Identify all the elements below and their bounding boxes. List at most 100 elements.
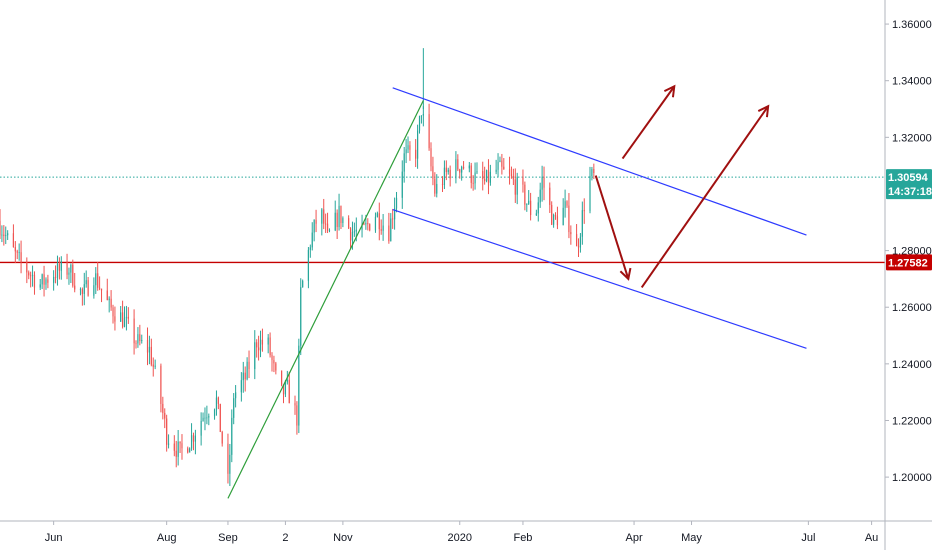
candle-up <box>215 397 218 410</box>
candle-down <box>554 215 557 217</box>
candle-down <box>30 275 32 277</box>
candle-down <box>173 443 175 451</box>
candle-up <box>468 165 470 169</box>
price-axis[interactable]: 1.36000 1.34000 1.32000 1.28000 1.26000 1.240… <box>884 0 932 550</box>
candle-up <box>60 261 62 271</box>
price-tick-label: 1.32000 <box>892 132 932 144</box>
candle-up <box>123 317 126 327</box>
candle-down <box>388 225 390 242</box>
candle-up <box>93 285 95 296</box>
candle-down <box>472 182 474 184</box>
candle-down <box>33 274 36 288</box>
candle-up <box>206 417 208 419</box>
candle-up <box>382 225 384 231</box>
forecast-arrow-shaft <box>594 175 630 280</box>
candle-up <box>313 219 315 233</box>
candle-down <box>508 169 511 174</box>
candle-down <box>294 403 296 406</box>
price-tags: 1.30594 14:37:18 1.27582 <box>886 169 932 271</box>
candle-up <box>443 167 446 186</box>
candle-down <box>449 169 451 179</box>
candle-up <box>495 169 497 172</box>
time-tick-label: Nov <box>333 532 353 544</box>
forecast-arrow-head <box>663 84 676 98</box>
candle-up <box>1 234 3 236</box>
candle-down <box>66 261 68 275</box>
candle-up <box>5 235 7 237</box>
candle-up <box>436 183 438 194</box>
price-tag-label: 1.27582 <box>888 257 928 269</box>
candle-down <box>583 210 585 212</box>
candle-up <box>233 398 235 418</box>
candle-down <box>340 205 342 224</box>
candle-up <box>489 171 491 183</box>
candle-up <box>254 342 256 370</box>
candle-up <box>204 417 206 419</box>
candle-up <box>461 166 463 173</box>
candle-down <box>26 261 28 273</box>
candle-down <box>258 347 260 351</box>
candle-down <box>323 209 325 224</box>
candle-up <box>526 203 528 205</box>
candle-up <box>18 252 20 254</box>
time-tick-label: Au <box>865 532 878 544</box>
drawings <box>227 84 807 499</box>
time-axis[interactable]: Jun Aug Sep 2 Nov 2020 Feb Apr May Jul Au <box>0 520 932 544</box>
candle-up <box>208 416 210 418</box>
candle-up <box>300 287 302 346</box>
candle-down <box>415 149 417 159</box>
price-tick-label: 1.26000 <box>892 302 932 314</box>
candle-down <box>432 166 434 179</box>
candle-up <box>45 279 47 285</box>
candle-up <box>137 334 139 344</box>
forecast-arrow-head <box>757 104 770 118</box>
candle-down <box>445 167 447 173</box>
candle-down <box>568 205 570 233</box>
candles <box>0 48 595 487</box>
candle-up <box>553 215 555 225</box>
candle-down <box>81 289 83 294</box>
price-tag-box <box>886 169 932 200</box>
candle-up <box>120 312 122 322</box>
candle-up <box>497 161 499 170</box>
price-tag-box <box>886 254 932 271</box>
candle-up <box>194 435 196 442</box>
candle-down <box>280 370 283 385</box>
candle-up <box>246 361 248 380</box>
candle-up <box>298 345 300 426</box>
candle-down <box>139 334 141 342</box>
candle-up <box>286 379 288 383</box>
candle-down <box>378 213 380 230</box>
candle-down <box>575 234 578 247</box>
candle-down <box>512 175 514 180</box>
candle-down <box>348 218 350 229</box>
candle-down <box>160 365 162 404</box>
candle-down <box>43 274 45 285</box>
candle-down <box>12 233 15 248</box>
price-tick-label: 1.28000 <box>892 246 932 258</box>
candle-down <box>219 403 221 432</box>
candle-down <box>248 361 250 370</box>
candle-down <box>261 339 264 345</box>
candle-up <box>240 380 242 393</box>
channel-lower-line <box>392 208 807 349</box>
candle-up <box>68 272 70 275</box>
candle-down <box>484 179 486 181</box>
candle-down <box>0 220 1 236</box>
candle-down <box>566 201 568 206</box>
candle-up <box>485 170 488 181</box>
candle-down <box>428 114 430 149</box>
candle-up <box>562 207 564 226</box>
candle-down <box>326 223 329 231</box>
candle-down <box>530 200 532 216</box>
candle-down <box>503 166 505 170</box>
candle-up <box>235 392 237 399</box>
candle-down <box>487 170 490 183</box>
price-tick-label: 1.20000 <box>892 472 932 484</box>
candle-down <box>244 372 246 380</box>
candle-up <box>259 339 262 351</box>
candle-up <box>355 229 357 232</box>
candle-down <box>336 212 338 228</box>
candle-down <box>363 223 365 225</box>
